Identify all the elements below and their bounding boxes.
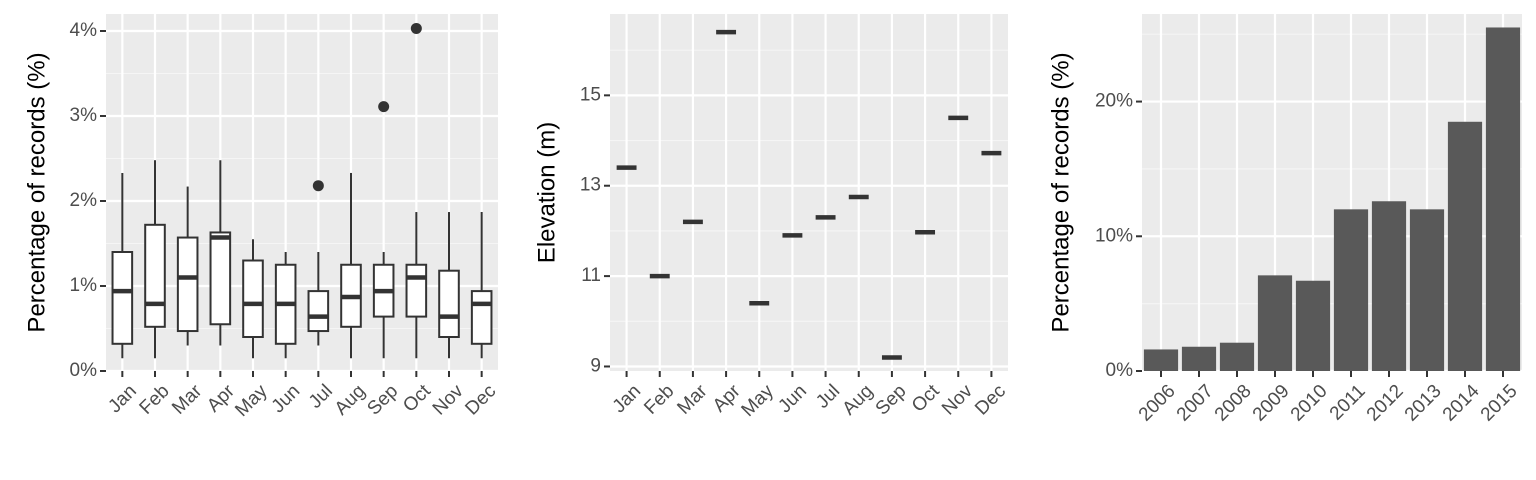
- box-nov: [438, 212, 460, 359]
- y-tick-label: 1%: [70, 275, 98, 296]
- y-tick-label: 0%: [70, 360, 98, 381]
- y-tick-label: 10%: [1095, 225, 1133, 246]
- x-tick-label: Jun: [774, 381, 811, 418]
- box-feb: [144, 160, 166, 359]
- x-tick-label: 2006: [1135, 381, 1180, 426]
- box-iqr: [209, 231, 232, 326]
- x-tick-label: Jan: [609, 381, 646, 418]
- x-tick-label: 2007: [1173, 381, 1218, 426]
- x-tick-label: Jul: [305, 381, 337, 413]
- y-tick-label: 4%: [70, 20, 98, 41]
- x-tick-label: Dec: [462, 381, 501, 420]
- x-tick-label: May: [738, 380, 779, 421]
- bar: [1333, 209, 1369, 371]
- box-iqr: [405, 263, 428, 318]
- outlier-point: [378, 101, 390, 113]
- x-tick-label: Dec: [971, 381, 1010, 420]
- x-tick-label: Jun: [268, 381, 305, 418]
- box-sep: [372, 101, 395, 359]
- x-tick-label: Feb: [136, 381, 174, 419]
- y-tick-label: 13: [580, 175, 601, 196]
- x-tick-label: Nov: [938, 380, 977, 419]
- box-iqr: [470, 290, 493, 345]
- bar: [1181, 346, 1217, 371]
- x-tick-label: Oct: [399, 380, 435, 416]
- y-tick-label: 15: [580, 84, 601, 105]
- box-iqr: [438, 269, 460, 339]
- outlier-point: [410, 22, 422, 34]
- box-jul: [307, 180, 330, 346]
- box-iqr: [242, 259, 264, 338]
- bar: [1447, 121, 1483, 371]
- x-tick-label: Aug: [331, 381, 370, 420]
- box-iqr: [176, 236, 199, 333]
- x-tick-label: 2011: [1326, 381, 1370, 425]
- y-tick-label: 20%: [1095, 91, 1133, 112]
- x-tick-label: 2012: [1363, 381, 1408, 426]
- y-tick-label: 9: [590, 355, 601, 376]
- box-jan: [111, 172, 134, 359]
- x-tick-label: Mar: [168, 380, 206, 418]
- bar: [1219, 342, 1255, 371]
- y-tick-label: 0%: [1106, 360, 1134, 381]
- y-tick-label: 2%: [70, 190, 98, 211]
- x-tick-label: Apr: [203, 380, 239, 416]
- x-tick-label: Aug: [839, 381, 878, 420]
- x-tick-label: 2010: [1287, 381, 1332, 426]
- bar: [1143, 349, 1179, 371]
- y-tick-label: 11: [581, 265, 601, 286]
- box-iqr: [144, 223, 166, 328]
- y-axis-title: Percentage of records (%): [1047, 52, 1074, 332]
- box-jun: [274, 252, 297, 359]
- x-tick-label: Feb: [640, 381, 678, 419]
- box-may: [242, 239, 264, 359]
- x-tick-label: 2015: [1477, 381, 1522, 426]
- outlier-point: [312, 180, 324, 192]
- bar: [1485, 27, 1521, 371]
- x-tick-label: May: [231, 380, 272, 421]
- x-tick-label: 2008: [1211, 381, 1256, 426]
- box-iqr: [111, 251, 134, 345]
- x-tick-label: Jan: [104, 381, 141, 418]
- bar: [1257, 275, 1293, 371]
- bar: [1295, 280, 1331, 371]
- y-tick-label: 3%: [70, 105, 98, 126]
- x-tick-label: 2013: [1401, 381, 1446, 426]
- x-tick-label: Jul: [812, 381, 844, 413]
- box-oct: [405, 22, 428, 359]
- box-aug: [340, 172, 362, 359]
- box-iqr: [307, 290, 330, 333]
- bar: [1409, 209, 1445, 371]
- x-tick-label: 2009: [1249, 381, 1294, 426]
- x-tick-label: 2014: [1439, 380, 1484, 425]
- x-tick-label: Sep: [872, 381, 911, 420]
- x-tick-label: Nov: [429, 380, 468, 419]
- yearly-percentage-bar-chart: 0% 10% 20% 20062007200820092010201120122013…: [1047, 14, 1522, 425]
- y-axis-title: Elevation (m): [533, 122, 560, 263]
- panel-background: [610, 14, 1008, 371]
- y-axis-title: Percentage of records (%): [23, 52, 50, 332]
- bar: [1371, 201, 1407, 371]
- x-tick-label: Oct: [908, 380, 944, 416]
- x-tick-label: Sep: [363, 381, 402, 420]
- box-dec: [470, 212, 493, 359]
- box-apr: [209, 160, 232, 346]
- box-mar: [176, 186, 199, 346]
- x-tick-label: Mar: [674, 380, 712, 418]
- x-tick-label: Apr: [709, 380, 745, 416]
